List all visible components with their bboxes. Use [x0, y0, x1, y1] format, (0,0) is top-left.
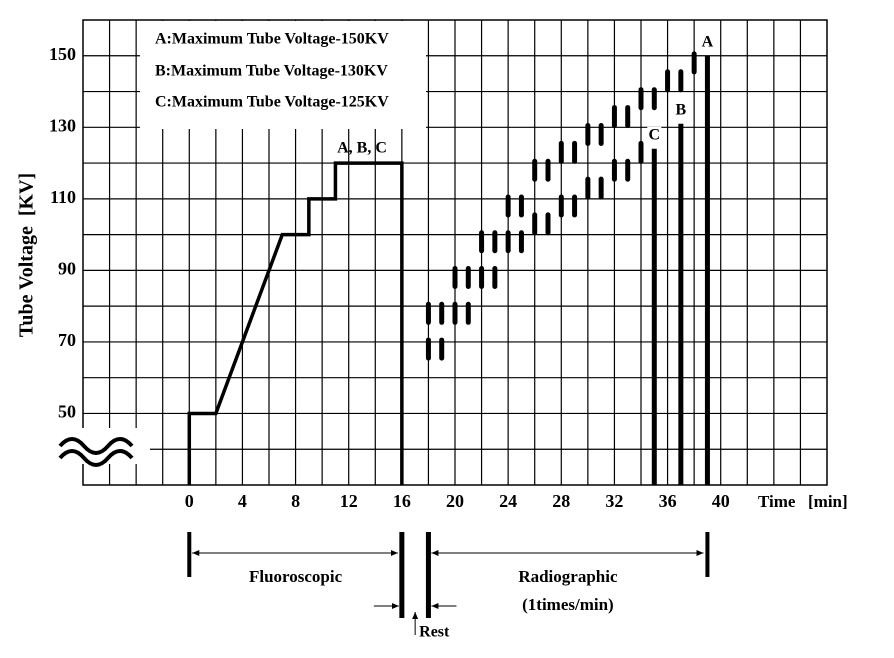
label-bg: [700, 33, 715, 52]
y-tick-label: 110: [50, 187, 76, 207]
x-tick-label: 32: [605, 491, 623, 511]
y-tick-label: 70: [58, 330, 76, 350]
x-axis-label: Time: [758, 492, 796, 511]
legend-line: C:Maximum Tube Voltage-125KV: [155, 94, 389, 111]
phase-label: Fluoroscopic: [249, 567, 343, 586]
y-tick-label: 90: [58, 259, 76, 279]
y-tick-label: 130: [49, 115, 76, 135]
y-tick-label: 50: [58, 402, 76, 422]
x-tick-label: 16: [393, 491, 411, 511]
y-tick-label: 150: [49, 44, 76, 64]
x-tick-label: 0: [185, 491, 194, 511]
x-tick-label: 36: [659, 491, 677, 511]
x-axis-unit: [min]: [808, 492, 848, 511]
axis-break-bg: [55, 428, 150, 464]
x-tick-label: 8: [291, 491, 300, 511]
phase-label: Radiographic: [518, 567, 618, 586]
x-tick-label: 4: [238, 491, 247, 511]
x-tick-label: 20: [446, 491, 464, 511]
bar-label: C: [649, 126, 661, 143]
plot-border: [82, 19, 828, 486]
x-tick-label: 24: [499, 491, 517, 511]
legend-line: A:Maximum Tube Voltage-150KV: [155, 31, 389, 48]
x-tick-label: 12: [340, 491, 358, 511]
x-tick-label: 40: [712, 491, 730, 511]
phase-note: (1times/min): [522, 595, 614, 614]
axis-break: [58, 437, 134, 467]
legend-line: B:Maximum Tube Voltage-130KV: [155, 63, 388, 80]
legend-box: [140, 21, 426, 129]
x-tick-label: 28: [552, 491, 570, 511]
label-bg: [673, 101, 688, 120]
label-bg: [647, 126, 662, 145]
rest-label: Rest: [419, 624, 450, 641]
y-axis-label: Tube Voltage [KV]: [16, 173, 38, 337]
plateau-label: A, B, C: [337, 140, 387, 157]
bar-label: B: [676, 101, 687, 118]
bar-label: A: [702, 33, 714, 50]
voltage-line: [187, 161, 404, 485]
